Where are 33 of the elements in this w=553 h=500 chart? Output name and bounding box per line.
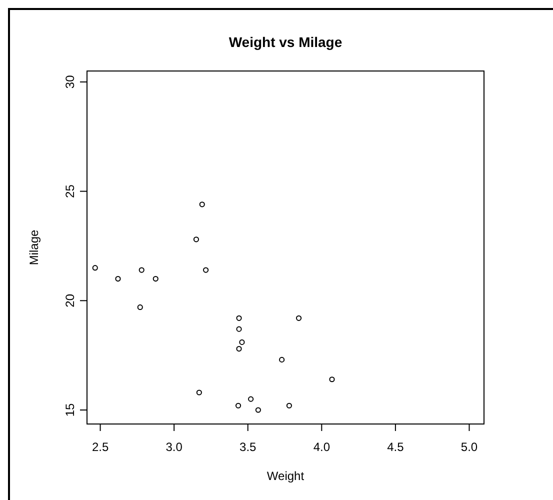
point (115, 276, 121, 282)
point (329, 376, 335, 382)
point (138, 267, 144, 273)
x-axis-title: Weight (266, 469, 305, 483)
point (255, 407, 261, 413)
x-tick-label: 5.0 (460, 440, 478, 454)
point (193, 236, 200, 242)
y-tick-label: 15 (63, 403, 77, 417)
x-tick-label: 3.0 (166, 440, 183, 454)
y-tick-label: 30 (63, 74, 77, 89)
point (152, 276, 158, 282)
x-tick-label: 4.0 (313, 440, 330, 454)
chart-title: Weight vs Milage (228, 34, 342, 50)
y-tick-label: 20 (63, 294, 77, 308)
point (199, 202, 205, 208)
point (286, 402, 292, 408)
point (235, 402, 242, 408)
point (137, 304, 143, 310)
point (203, 267, 209, 273)
point (196, 390, 202, 396)
x-tick-label: 3.5 (240, 440, 257, 454)
point (92, 265, 98, 271)
point (236, 346, 242, 352)
y-axis-title: Milage (27, 230, 41, 266)
point (279, 356, 285, 362)
x-tick-label: 4.5 (387, 440, 404, 454)
y-tick-label: 25 (63, 184, 77, 198)
point (296, 315, 302, 321)
point (236, 315, 242, 321)
point (239, 339, 245, 345)
point (248, 396, 254, 402)
point (236, 326, 242, 332)
x-tick-label: 2.5 (92, 440, 109, 454)
